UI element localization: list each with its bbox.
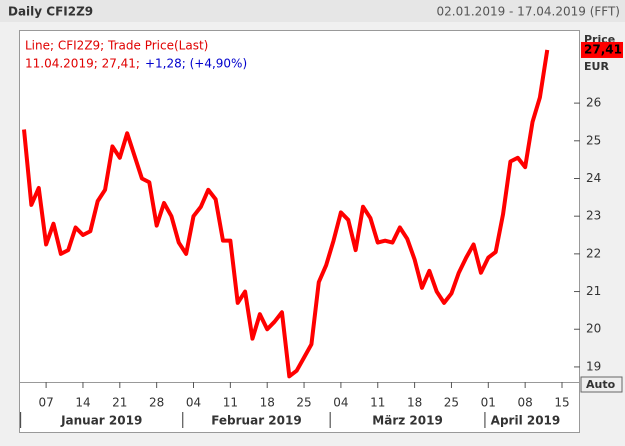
x-tick-label: 18 (407, 396, 422, 410)
header-bar (0, 0, 625, 22)
x-axis-area (19, 382, 580, 433)
chart-title: Daily CFI2Z9 (8, 5, 93, 19)
month-label: April 2019 (491, 414, 561, 428)
legend-change: +1,28; (+4,90%) (145, 57, 247, 71)
last-value-label: 27,41 (584, 42, 622, 56)
date-range: 02.01.2019 - 17.04.2019 (FFT) (437, 5, 620, 19)
x-tick-label: 18 (260, 396, 275, 410)
y-tick-label: 24 (586, 171, 601, 185)
legend-title: Line; CFI2Z9; Trade Price(Last) (25, 39, 208, 53)
x-tick-label: 25 (444, 396, 459, 410)
unit-label: EUR (584, 60, 609, 73)
y-tick-label: 23 (586, 209, 601, 223)
y-tick-label: 21 (586, 284, 601, 298)
month-label: Februar 2019 (211, 414, 302, 428)
legend-date-value: 11.04.2019; 27,41; (25, 57, 140, 71)
x-tick-label: 25 (296, 396, 311, 410)
x-tick-label: 04 (333, 396, 348, 410)
y-tick-label: 20 (586, 322, 601, 336)
y-tick-label: 25 (586, 133, 601, 147)
month-label: März 2019 (372, 414, 443, 428)
auto-label[interactable]: Auto (586, 378, 616, 391)
x-tick-label: 08 (518, 396, 533, 410)
y-tick-label: 19 (586, 359, 601, 373)
last-value-tag (581, 41, 623, 58)
month-label: Januar 2019 (60, 414, 142, 428)
plot-area (19, 30, 580, 383)
x-tick-label: 11 (223, 396, 238, 410)
x-tick-label: 28 (149, 396, 164, 410)
price-line (22, 49, 550, 379)
x-tick-label: 14 (75, 396, 90, 410)
x-tick-label: 21 (112, 396, 127, 410)
x-tick-label: 07 (38, 396, 53, 410)
auto-button[interactable] (580, 376, 623, 393)
x-tick-label: 01 (481, 396, 496, 410)
y-tick-label: 26 (586, 96, 601, 110)
x-tick-label: 15 (554, 396, 569, 410)
x-tick-label: 04 (186, 396, 201, 410)
x-tick-label: 11 (370, 396, 385, 410)
y-tick-label: 22 (586, 246, 601, 260)
